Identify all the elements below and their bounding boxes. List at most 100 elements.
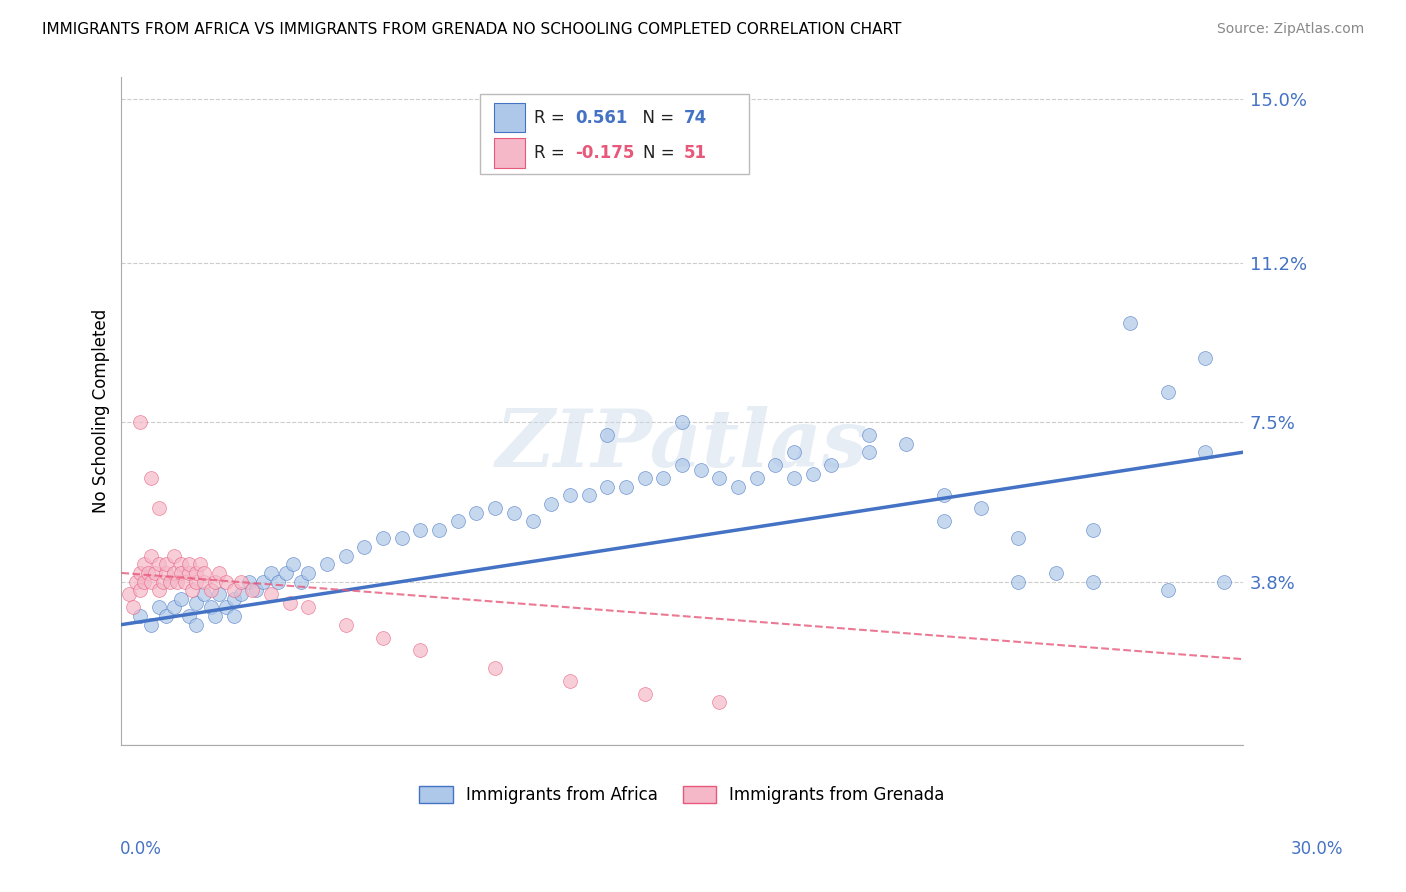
Text: R =: R =: [534, 109, 569, 127]
Point: [141, 574, 163, 589]
Text: R =: R =: [534, 144, 569, 162]
Point: [163, 600, 186, 615]
Point: [335, 549, 357, 563]
Y-axis label: No Schooling Completed: No Schooling Completed: [93, 310, 110, 514]
Point: [409, 523, 432, 537]
Point: [709, 471, 731, 485]
Point: [222, 583, 245, 598]
Point: [671, 458, 693, 473]
Point: [633, 687, 655, 701]
Point: [170, 566, 193, 580]
Point: [297, 566, 319, 580]
Point: [1007, 574, 1029, 589]
Point: [353, 540, 375, 554]
Point: [170, 558, 193, 572]
Point: [709, 695, 731, 709]
Point: [371, 532, 394, 546]
Point: [652, 471, 675, 485]
Text: -0.175: -0.175: [575, 144, 636, 162]
Point: [166, 574, 188, 589]
Point: [260, 566, 283, 580]
Point: [132, 574, 155, 589]
Point: [193, 587, 215, 601]
Point: [207, 587, 229, 601]
Point: [129, 583, 152, 598]
Point: [200, 583, 222, 598]
Point: [540, 497, 562, 511]
Point: [371, 631, 394, 645]
Point: [1007, 532, 1029, 546]
Point: [155, 558, 177, 572]
FancyBboxPatch shape: [494, 138, 524, 168]
Point: [558, 488, 581, 502]
Point: [174, 574, 197, 589]
Point: [801, 467, 824, 481]
Point: [335, 617, 357, 632]
Point: [148, 558, 170, 572]
Point: [159, 574, 181, 589]
Point: [260, 587, 283, 601]
Point: [522, 514, 544, 528]
Point: [186, 566, 208, 580]
Point: [391, 532, 413, 546]
Text: 51: 51: [685, 144, 707, 162]
Point: [578, 488, 600, 502]
Text: N =: N =: [631, 109, 679, 127]
Point: [186, 574, 208, 589]
Text: 74: 74: [685, 109, 707, 127]
Point: [215, 600, 238, 615]
Point: [765, 458, 787, 473]
Point: [186, 596, 208, 610]
Point: [932, 514, 955, 528]
Point: [1212, 574, 1234, 589]
Point: [245, 583, 267, 598]
Point: [465, 506, 488, 520]
Point: [132, 558, 155, 572]
Text: N =: N =: [643, 144, 679, 162]
Point: [596, 428, 619, 442]
Point: [141, 617, 163, 632]
Point: [671, 415, 693, 429]
Text: Source: ZipAtlas.com: Source: ZipAtlas.com: [1216, 22, 1364, 37]
Point: [118, 587, 141, 601]
Point: [484, 661, 506, 675]
Point: [200, 600, 222, 615]
Point: [278, 596, 301, 610]
Text: ZIPatlas: ZIPatlas: [496, 406, 868, 483]
Point: [121, 600, 143, 615]
Point: [633, 471, 655, 485]
Point: [141, 549, 163, 563]
Point: [896, 436, 918, 450]
Text: 0.0%: 0.0%: [120, 840, 162, 858]
Point: [155, 609, 177, 624]
Point: [177, 609, 200, 624]
Point: [181, 583, 204, 598]
Point: [727, 480, 749, 494]
Point: [186, 617, 208, 632]
Point: [129, 566, 152, 580]
Point: [177, 566, 200, 580]
Point: [177, 558, 200, 572]
Point: [1081, 523, 1104, 537]
Point: [143, 566, 166, 580]
Point: [502, 506, 524, 520]
Point: [222, 591, 245, 606]
Point: [1194, 351, 1216, 365]
Point: [858, 428, 880, 442]
Point: [148, 600, 170, 615]
Point: [193, 574, 215, 589]
Point: [152, 574, 174, 589]
Point: [689, 462, 711, 476]
Point: [745, 471, 768, 485]
Point: [783, 471, 806, 485]
Point: [614, 480, 637, 494]
Text: 0.561: 0.561: [575, 109, 628, 127]
Point: [163, 566, 186, 580]
Point: [596, 480, 619, 494]
Point: [1045, 566, 1067, 580]
Point: [170, 591, 193, 606]
FancyBboxPatch shape: [481, 95, 749, 174]
Point: [274, 566, 297, 580]
Point: [229, 574, 252, 589]
Legend: Immigrants from Africa, Immigrants from Grenada: Immigrants from Africa, Immigrants from …: [419, 786, 945, 804]
